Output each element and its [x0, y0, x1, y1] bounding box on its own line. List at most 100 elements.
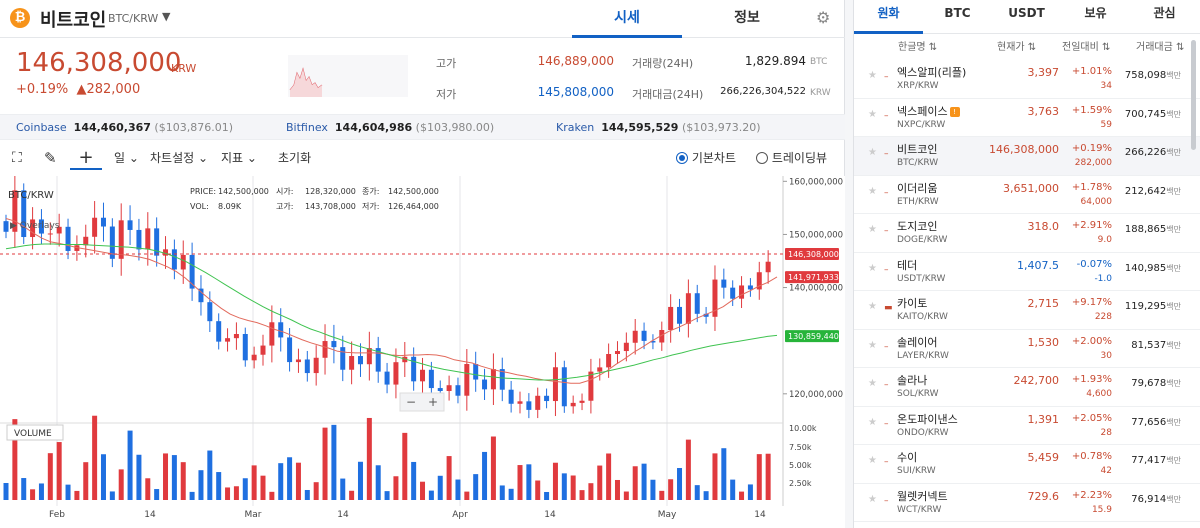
- trend-mini-icon: –: [884, 495, 889, 506]
- star-icon[interactable]: ★: [868, 185, 877, 197]
- trend-mini-icon: –: [884, 457, 889, 467]
- star-icon[interactable]: ★: [868, 108, 877, 120]
- candle-body: [83, 236, 89, 246]
- candle-body: [552, 367, 558, 402]
- star-icon[interactable]: ★: [868, 147, 877, 158]
- tab-usdt[interactable]: USDT: [1008, 6, 1045, 20]
- indicators-menu[interactable]: 지표 ⌄: [221, 151, 257, 165]
- star-icon[interactable]: ★: [868, 493, 877, 505]
- col-change[interactable]: 전일대비 ⇅: [1062, 42, 1111, 53]
- star-icon[interactable]: ★: [868, 378, 877, 389]
- coin-ticker: ETH/KRW: [897, 196, 939, 207]
- volume-bar: [180, 462, 186, 500]
- coin-change-amt: 28: [1100, 427, 1112, 438]
- reset-button[interactable]: 초기화: [278, 151, 312, 165]
- candle-body: [375, 348, 381, 372]
- candle-body: [304, 359, 310, 374]
- ohlc-info: 142,500,000: [218, 187, 269, 196]
- star-icon[interactable]: ★: [868, 224, 877, 235]
- market-row[interactable]: ★ ▬ 카이토 KAITO/KRW 2,715 +9.17% 228 119,295백만: [854, 291, 1200, 330]
- market-row[interactable]: ★ – 온도파이낸스 ONDO/KRW 1,391 +2.05% 28 77,656백만: [854, 407, 1200, 445]
- candlestick-chart[interactable]: 160,000,000 150,000,000 140,000,000 120,000…: [0, 176, 845, 528]
- coin-change-amt: 4,600: [1086, 389, 1112, 399]
- star-icon[interactable]: ★: [868, 70, 877, 81]
- pen-icon[interactable]: ✎: [44, 149, 57, 167]
- col-name[interactable]: 한글명 ⇅: [898, 42, 938, 53]
- basic-chart-radio[interactable]: 기본차트: [676, 146, 736, 170]
- market-row[interactable]: ★ – 테더 USDT/KRW 1,407.5 -0.07% -1.0 140,985백만: [854, 253, 1200, 291]
- volume-bar: [668, 479, 674, 500]
- star-icon[interactable]: ★: [868, 339, 877, 351]
- market-row[interactable]: ★ – 이더리움 ETH/KRW 3,651,000 +1.78% 64,000 212,64…: [854, 176, 1200, 214]
- ohlc-info: 시가:: [276, 187, 293, 196]
- market-row[interactable]: ★ – 넥스페이스! NXPC/KRW 3,763 +1.59% 59 700,745백만: [854, 99, 1200, 137]
- candle-body: [561, 367, 567, 407]
- coin-pair: BTC/KRW: [108, 12, 159, 25]
- coin-name: 이더리움: [897, 181, 938, 195]
- candle-body: [225, 338, 231, 342]
- candle-body: [473, 364, 479, 380]
- candle-body: [482, 379, 488, 390]
- chevron-down-icon[interactable]: ▼: [162, 10, 171, 23]
- candle-body: [659, 329, 665, 343]
- volume-bar: [233, 486, 239, 500]
- star-icon[interactable]: ★: [868, 262, 877, 274]
- tab-market[interactable]: 시세: [572, 0, 682, 38]
- candle-body: [411, 356, 417, 382]
- candle-body: [650, 340, 656, 343]
- market-row[interactable]: ★ – 수이 SUI/KRW 5,459 +0.78% 42 77,417백만: [854, 445, 1200, 484]
- tab-favorites[interactable]: 관심: [1153, 6, 1176, 20]
- coin-price: 1,391: [1027, 412, 1060, 426]
- price-tag: [785, 330, 839, 343]
- star-icon[interactable]: ★: [868, 455, 877, 466]
- volume-bar: [614, 479, 620, 500]
- volume-unit: BTC: [810, 57, 828, 67]
- volume-bar: [747, 484, 753, 500]
- ohlc-info: 8.09K: [218, 202, 242, 211]
- exchange-prices: Coinbase 144,460,367 ($103,876.01) Bitfi…: [0, 114, 845, 140]
- market-row[interactable]: ★ – 솔라나 SOL/KRW 242,700 +1.93% 4,600 79,678백만: [854, 368, 1200, 407]
- gear-icon[interactable]: ⚙: [816, 8, 831, 27]
- star-icon[interactable]: ★: [868, 416, 877, 428]
- candle-body: [154, 228, 160, 256]
- candle-body: [349, 356, 355, 370]
- market-row[interactable]: ★ – 비트코인 BTC/KRW 146,308,000 +0.19% 282,000 266…: [854, 137, 1200, 176]
- candle-body: [694, 293, 700, 314]
- tab-holdings[interactable]: 보유: [1084, 6, 1107, 20]
- coin-price: 1,407.5: [1017, 258, 1059, 272]
- period-select[interactable]: 일 ⌄: [114, 151, 139, 165]
- volume-bar: [677, 468, 683, 500]
- col-volume[interactable]: 거래대금 ⇅: [1136, 42, 1185, 53]
- candle-body: [30, 219, 36, 238]
- ohlc-info: VOL:: [190, 202, 209, 211]
- fullscreen-icon[interactable]: ⛶: [12, 150, 22, 166]
- candle-body: [597, 367, 603, 372]
- market-row[interactable]: ★ – 솔레이어 LAYER/KRW 1,530 +2.00% 30 81,537백만: [854, 330, 1200, 368]
- volume-bar: [455, 479, 461, 500]
- volume-bar: [428, 490, 434, 500]
- volume-bar: [375, 465, 381, 500]
- chart-settings-menu[interactable]: 차트설정 ⌄: [150, 151, 209, 165]
- trend-mini-icon: –: [884, 341, 889, 352]
- col-price[interactable]: 현재가 ⇅: [997, 42, 1037, 53]
- tab-info[interactable]: 정보: [734, 10, 760, 26]
- market-row[interactable]: ★ – 도지코인 DOGE/KRW 318.0 +2.91% 9.0 188,865백만: [854, 214, 1200, 253]
- tradingview-radio[interactable]: 트레이딩뷰: [756, 146, 827, 170]
- market-row[interactable]: ★ – 월렛커넥트 WCT/KRW 729.6 +2.23% 15.9 76,914백만: [854, 484, 1200, 522]
- tab-krw[interactable]: 원화: [854, 0, 923, 34]
- volume-bar: [109, 491, 115, 500]
- candle-body: [127, 220, 133, 230]
- crosshair-icon[interactable]: +: [70, 146, 102, 170]
- star-icon[interactable]: ★: [868, 301, 877, 312]
- volume-bar: [535, 480, 541, 500]
- tab-btc[interactable]: BTC: [944, 6, 971, 20]
- scrollbar[interactable]: [1191, 40, 1196, 150]
- candle-body: [92, 217, 98, 237]
- coin-price: 729.6: [1027, 489, 1060, 503]
- candle-body: [251, 354, 257, 361]
- candle-body: [180, 254, 186, 270]
- price-tag-label: 141,971,933: [788, 273, 839, 282]
- candle-body: [313, 357, 319, 374]
- market-row[interactable]: ★ – 엑스알피(리플) XRP/KRW 3,397 +1.01% 34 758,098백만: [854, 60, 1200, 99]
- volume-bar: [552, 462, 558, 500]
